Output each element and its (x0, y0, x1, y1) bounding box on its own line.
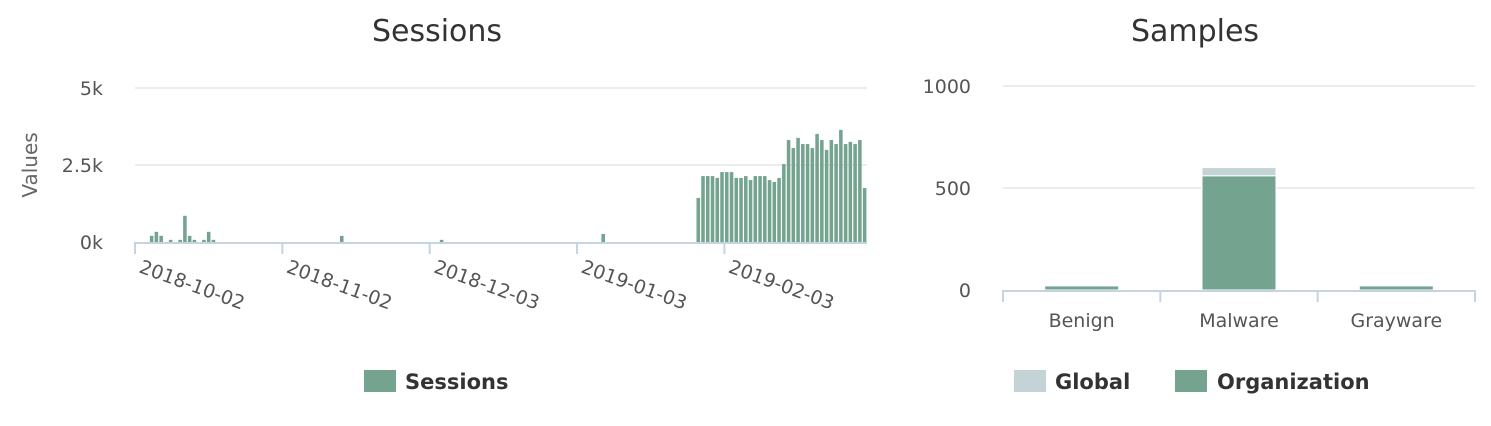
session-bar (178, 239, 182, 242)
session-bar (701, 176, 705, 242)
x-category-label: Malware (1199, 310, 1279, 332)
session-bar (154, 231, 159, 242)
x-tick-label: 2019-02-03 (726, 256, 837, 314)
session-bar (720, 172, 724, 242)
session-bar (824, 149, 829, 242)
session-bar (829, 140, 834, 242)
session-bar (782, 164, 786, 242)
legend-swatch-organization (1175, 370, 1207, 392)
session-bar (801, 144, 805, 242)
bar-organization-grayware (1358, 285, 1434, 291)
legend-swatch-sessions (364, 370, 396, 392)
samples-title: Samples (1131, 14, 1259, 49)
sessions-legend[interactable]: Sessions (364, 370, 508, 394)
session-bar (206, 231, 211, 242)
session-bar (149, 235, 154, 242)
y-tick-label: 0 (959, 280, 971, 302)
x-category-label: Benign (1049, 310, 1115, 332)
bar-organization-benign (1044, 285, 1120, 291)
session-bar (187, 235, 192, 242)
x-tick-label: 2018-12-03 (431, 256, 542, 314)
x-tick-label: 2018-10-02 (136, 256, 247, 314)
session-bar (858, 140, 862, 242)
session-bar (786, 140, 791, 242)
y-tick-label: 0k (80, 232, 103, 254)
session-bar (839, 129, 843, 242)
session-bar (767, 180, 772, 242)
y-tick-label: 5k (80, 78, 103, 100)
session-bar (725, 172, 729, 242)
legend-item-organization[interactable]: Organization (1175, 370, 1370, 394)
session-bar (168, 239, 173, 242)
x-tick-label: 2019-01-03 (578, 256, 689, 314)
session-bar (734, 177, 739, 242)
legend-label-global: Global (1055, 370, 1130, 394)
session-bar (601, 233, 605, 242)
session-bar (192, 239, 197, 242)
session-bar (211, 239, 216, 242)
legend-item-global[interactable]: Global (1014, 370, 1130, 394)
session-bar (159, 235, 163, 242)
session-bar (748, 180, 753, 242)
legend-swatch-global (1014, 370, 1046, 392)
legend-label-organization: Organization (1217, 370, 1370, 394)
session-bar (815, 133, 819, 242)
session-bar (805, 144, 810, 242)
session-bar (763, 176, 767, 242)
session-bar (715, 177, 720, 242)
session-bar (729, 172, 734, 242)
session-bar (810, 148, 815, 242)
session-bar (791, 148, 796, 242)
session-bar (853, 144, 857, 242)
x-tick-label: 2018-11-02 (284, 256, 395, 314)
session-bar (862, 188, 867, 242)
samples-chart: Samples 0 500 1000 Benign Malware Grayware Gl… (923, 14, 1476, 394)
bar-global-malware (1201, 167, 1277, 177)
session-bar (439, 239, 444, 242)
legend-label-sessions: Sessions (405, 370, 508, 394)
session-bar (777, 177, 781, 242)
y-tick-label: 1000 (923, 76, 971, 98)
session-bar (772, 181, 777, 242)
sessions-title: Sessions (372, 14, 502, 49)
y-tick-label: 500 (935, 178, 971, 200)
x-category-label: Grayware (1350, 310, 1442, 332)
y-tick-label: 2.5k (62, 155, 103, 177)
session-bar (834, 144, 838, 242)
session-bar (796, 137, 800, 242)
session-bar (183, 215, 187, 242)
session-bar (696, 197, 701, 242)
session-bar (753, 176, 758, 242)
session-bar (758, 176, 762, 242)
session-bar (820, 140, 824, 242)
sessions-chart: Sessions Values 0k 2.5k 5k 2018-10-02 2018-1… (18, 14, 867, 394)
session-bar (848, 141, 853, 242)
session-bar (339, 235, 344, 242)
session-bar (705, 176, 710, 242)
session-bar (710, 176, 715, 242)
session-bar (744, 176, 748, 242)
bar-organization-malware (1201, 175, 1277, 291)
session-bar (739, 177, 743, 242)
session-bar (843, 144, 848, 242)
sessions-y-axis-label: Values (18, 132, 42, 197)
session-bar (202, 239, 206, 242)
samples-legend: Global Organization (1014, 370, 1370, 394)
